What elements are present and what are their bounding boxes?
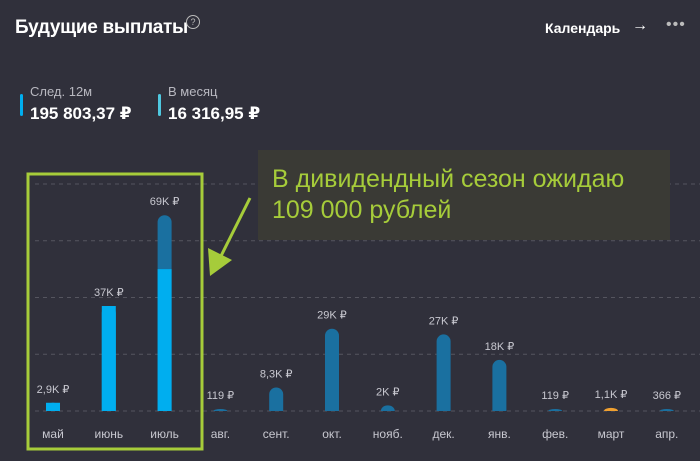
stat-value: 195 803,37 ₽ <box>30 104 132 123</box>
x-tick-label: окт. <box>322 427 342 441</box>
stat-value: 16 316,95 ₽ <box>168 104 261 123</box>
x-tick-label: апр. <box>655 427 678 441</box>
value-label: 2,9K ₽ <box>37 384 70 396</box>
bar-янв. <box>492 359 507 411</box>
bar-confirmed-июль <box>157 269 172 411</box>
value-label: 1,1K ₽ <box>595 389 628 401</box>
bar-март <box>604 407 618 411</box>
annotation-line2: 109 000 рублей <box>272 196 452 224</box>
more-horizontal-icon[interactable]: ••• <box>666 16 686 33</box>
value-label: 119 ₽ <box>207 390 235 402</box>
x-tick-label: сент. <box>263 427 290 441</box>
annotation-box: В дивидендный сезон ожидаю 109 000 рублей <box>258 150 670 240</box>
bar-авг. <box>213 409 228 411</box>
bar-нояб. <box>380 405 395 411</box>
question-circle-icon[interactable]: ? <box>186 15 200 29</box>
value-label: 8,3K ₽ <box>260 368 293 380</box>
stat-next-12m: След. 12м 195 803,37 ₽ <box>20 84 132 124</box>
x-tick-label: дек. <box>432 427 454 441</box>
value-label: 119 ₽ <box>541 390 569 402</box>
x-tick-label: июнь <box>95 427 124 441</box>
x-tick-label: авг. <box>211 427 230 441</box>
bar-сент. <box>269 387 284 411</box>
value-label: 2K ₽ <box>376 386 400 398</box>
stat-marker <box>158 94 161 116</box>
page-title: Будущие выплаты <box>15 17 188 38</box>
value-label: 18K ₽ <box>485 341 515 353</box>
stat-per-month: В месяц 16 316,95 ₽ <box>158 84 261 124</box>
x-tick-label: июль <box>150 427 179 441</box>
x-tick-label: янв. <box>488 427 511 441</box>
value-label: 69K ₽ <box>150 196 180 208</box>
bar-апр. <box>659 409 674 411</box>
stat-label: В месяц <box>168 84 218 99</box>
x-tick-label: март <box>598 427 625 441</box>
bar-confirmed-июнь <box>101 306 116 411</box>
highlight-box <box>26 172 204 451</box>
x-tick-label: фев. <box>542 427 568 441</box>
calendar-link[interactable]: Календарь <box>545 20 621 36</box>
value-label: 37K ₽ <box>94 287 124 299</box>
annotation-line1: В дивидендный сезон ожидаю <box>272 165 625 193</box>
stat-label: След. 12м <box>30 84 93 99</box>
bar-окт. <box>325 328 339 411</box>
value-label: 29K ₽ <box>317 310 347 322</box>
value-label: 27K ₽ <box>429 315 459 327</box>
bar-confirmed-май <box>46 402 60 411</box>
stat-marker <box>20 94 23 116</box>
x-tick-label: май <box>42 427 64 441</box>
arrow-right-icon[interactable]: → <box>632 17 648 34</box>
value-label: 366 ₽ <box>653 390 681 402</box>
bar-фев. <box>548 409 563 411</box>
bar-дек. <box>436 334 451 411</box>
x-tick-label: нояб. <box>373 427 403 441</box>
